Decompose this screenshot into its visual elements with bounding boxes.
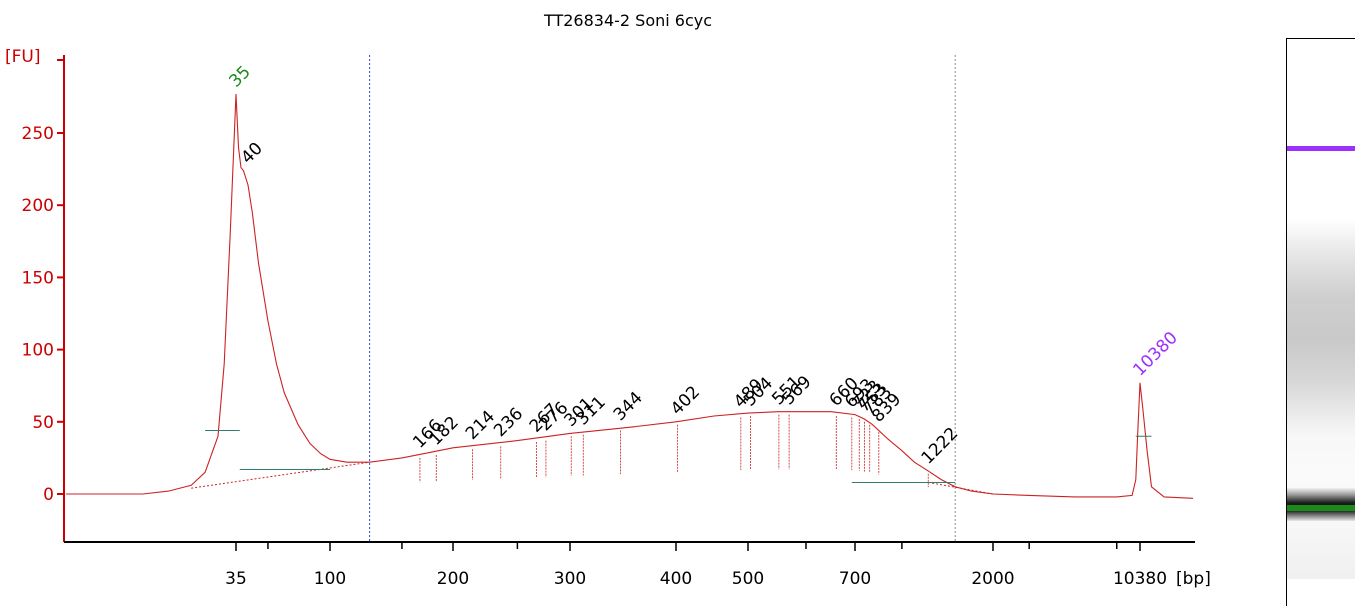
x-tick-label: 500 (732, 569, 764, 589)
peak-label: 344 (610, 388, 647, 425)
peak-label: 35 (225, 62, 254, 91)
gel-smear (1287, 219, 1355, 439)
gel-bottom (1287, 579, 1355, 606)
y-tick-label: 50 (32, 413, 54, 433)
x-tick-label: 200 (437, 569, 469, 589)
y-axis-label: [FU] (5, 47, 41, 67)
gel-lower-marker-band (1287, 505, 1355, 511)
x-axis-label: [bp] (1176, 569, 1211, 589)
chart-title: TT26834-2 Soni 6cyc (543, 11, 712, 30)
y-ticks: 0 50 100 150 200 250 (22, 59, 64, 505)
y-tick-label: 100 (22, 341, 54, 361)
peak-label: 1222 (918, 424, 963, 469)
x-tick-label: 700 (839, 569, 871, 589)
y-tick-label: 200 (22, 196, 54, 216)
peak-label: 10380 (1129, 328, 1181, 380)
gel-upper-marker-band (1287, 146, 1355, 151)
gel-under-band (1287, 511, 1355, 521)
peak-label: 236 (490, 404, 527, 441)
electropherogram-chart: TT26834-2 Soni 6cyc [FU] [bp] 0 50 100 150 20… (5, 11, 1211, 589)
peak-label: 40 (237, 139, 266, 168)
trace-group (66, 93, 1194, 499)
axes-group: [FU] [bp] (5, 47, 1211, 589)
x-tick-label: 300 (554, 569, 586, 589)
x-tick-label: 400 (660, 569, 692, 589)
baseline-dotted-right (928, 481, 994, 495)
x-ticks: 35 100 200 300 400 500 700 2000 10380 (225, 542, 1167, 589)
y-tick-label: 0 (43, 485, 54, 505)
peak-label: 402 (667, 382, 704, 419)
x-tick-label: 100 (314, 569, 346, 589)
region-bound-lines (369, 55, 956, 542)
gel-image-panel (1286, 38, 1355, 606)
x-tick-label: 10380 (1113, 569, 1167, 589)
x-tick-label: 35 (225, 569, 247, 589)
signal-trace (66, 93, 1194, 499)
y-tick-label: 250 (22, 124, 54, 144)
baseline-dotted (191, 461, 370, 489)
x-tick-label: 2000 (971, 569, 1014, 589)
y-tick-label: 150 (22, 268, 54, 288)
